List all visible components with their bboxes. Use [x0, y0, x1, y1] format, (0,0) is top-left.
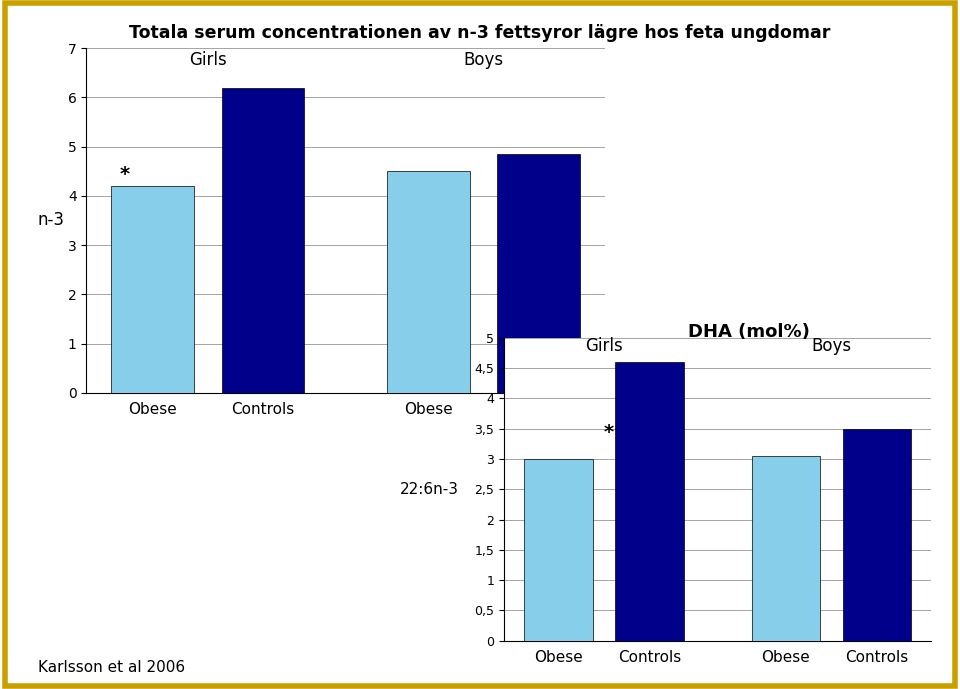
- Bar: [524, 459, 592, 641]
- Text: Boys: Boys: [811, 337, 852, 355]
- Bar: [752, 456, 820, 641]
- Text: Totala serum concentrationen av n-3 fettsyror lägre hos feta ungdomar: Totala serum concentrationen av n-3 fett…: [130, 24, 830, 42]
- Text: *: *: [120, 165, 130, 184]
- Bar: [387, 172, 469, 393]
- Y-axis label: 22:6n-3: 22:6n-3: [400, 482, 459, 497]
- Text: Girls: Girls: [585, 337, 623, 355]
- Y-axis label: n-3: n-3: [37, 212, 64, 229]
- Bar: [843, 429, 911, 641]
- Text: *: *: [604, 422, 613, 442]
- Bar: [497, 154, 580, 393]
- Text: Boys: Boys: [464, 52, 504, 70]
- Bar: [615, 362, 684, 641]
- Text: Girls: Girls: [189, 52, 227, 70]
- Bar: [222, 88, 304, 393]
- Bar: [111, 186, 194, 393]
- Text: DHA (mol%): DHA (mol%): [688, 323, 809, 341]
- Text: Karlsson et al 2006: Karlsson et al 2006: [38, 660, 185, 675]
